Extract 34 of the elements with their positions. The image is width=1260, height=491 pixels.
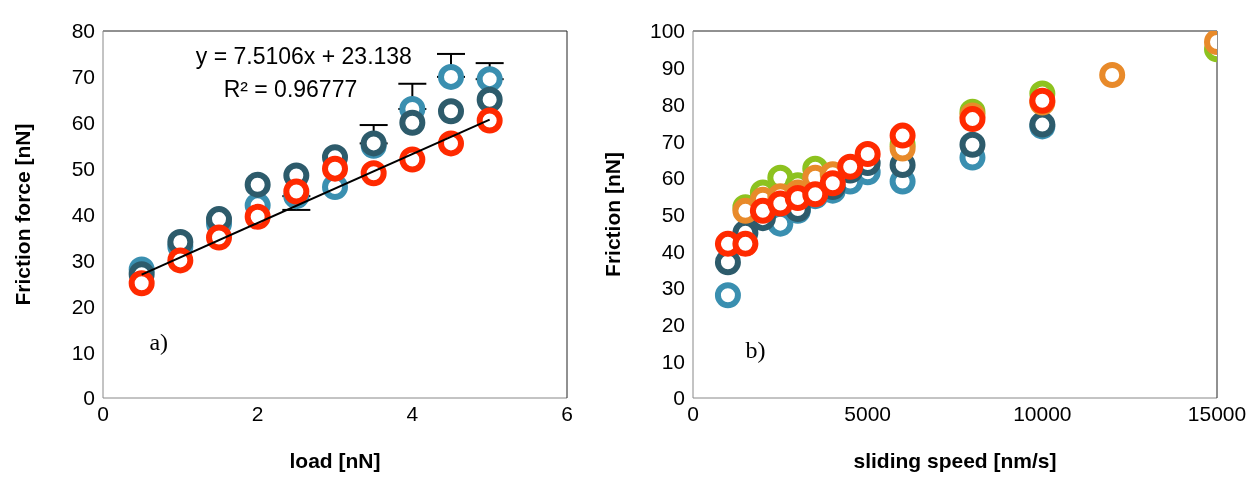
y-tick-label: 70 [661, 129, 685, 153]
x-tick-label: 4 [406, 401, 419, 425]
y-axis-title: Friction force [nN] [11, 123, 35, 306]
x-tick-label: 2 [251, 401, 264, 425]
annotation: b) [745, 336, 766, 363]
x-tick-label: 15000 [1187, 401, 1247, 425]
y-tick-label: 0 [673, 386, 685, 410]
y-tick-label: 0 [83, 386, 95, 410]
x-axis-title: load [nN] [289, 449, 381, 472]
x-axis-title: sliding speed [nm/s] [853, 449, 1057, 472]
y-tick-label: 70 [71, 65, 95, 89]
y-tick-label: 50 [71, 157, 95, 181]
y-tick-label: 80 [71, 19, 95, 43]
y-tick-label: 90 [661, 56, 685, 80]
x-tick-label: 10000 [1013, 401, 1072, 425]
y-tick-label: 40 [661, 239, 685, 263]
x-tick-label: 6 [561, 401, 573, 425]
y-tick-label: 60 [71, 111, 95, 135]
y-tick-label: 30 [71, 248, 95, 272]
annotation: R² = 0.96777 [223, 76, 358, 103]
y-tick-label: 40 [71, 202, 95, 226]
y-tick-label: 50 [661, 202, 685, 226]
y-tick-label: 60 [661, 166, 685, 190]
y-tick-label: 30 [661, 276, 685, 300]
y-tick-label: 100 [649, 19, 685, 43]
y-tick-label: 20 [661, 313, 685, 337]
y-tick-label: 10 [71, 340, 95, 364]
x-tick-label: 5000 [844, 401, 892, 425]
y-tick-label: 10 [661, 349, 685, 373]
annotation: a) [149, 329, 169, 356]
annotation: y = 7.5106x + 23.138 [195, 43, 412, 70]
y-tick-label: 20 [71, 294, 95, 318]
y-tick-label: 80 [661, 92, 685, 116]
y-axis-title: Friction [nN] [601, 152, 625, 277]
